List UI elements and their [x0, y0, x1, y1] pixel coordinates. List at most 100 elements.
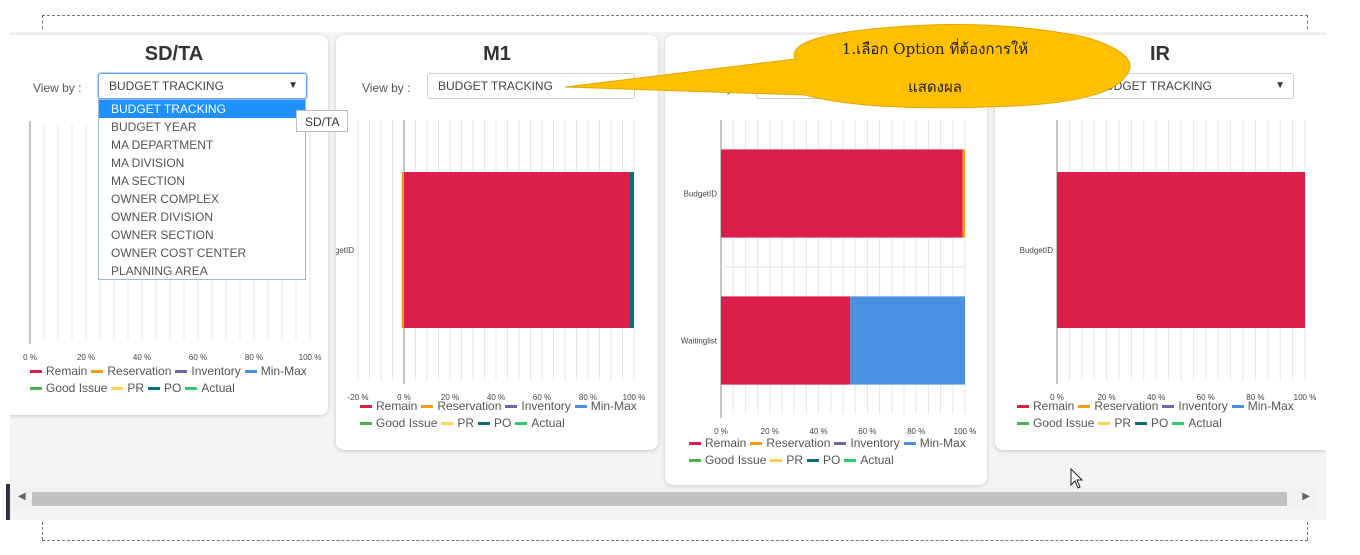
dropdown-option[interactable]: PLANNING AREA — [111, 264, 208, 278]
chart-legend: Remain Reservation Inventory Min-Max Good I… — [30, 363, 311, 397]
legend-item[interactable]: Reservation — [1078, 398, 1158, 415]
legend-item[interactable]: Min-Max — [244, 363, 307, 380]
dropdown-option[interactable]: MA DIVISION — [111, 156, 185, 170]
dropdown-option[interactable]: MA DEPARTMENT — [111, 138, 214, 152]
legend-label: PO — [494, 416, 512, 430]
chevron-down-icon: ▼ — [288, 80, 298, 91]
legend-row1: Remain Reservation Inventory Min-Max — [360, 398, 641, 415]
legend-row1: Remain Reservation Inventory Min-Max — [689, 435, 970, 452]
legend-label: PR — [127, 381, 145, 395]
legend-row2: Good Issue PR PO Actual — [360, 415, 641, 432]
legend-item[interactable]: Actual — [844, 452, 894, 469]
card-title: SD/TA — [144, 43, 204, 65]
dropdown-option[interactable]: OWNER DIVISION — [111, 210, 214, 224]
legend-item[interactable]: Reservation — [91, 363, 171, 380]
card-title: M1 — [483, 43, 511, 65]
legend-label: Actual — [201, 381, 235, 395]
x-tick-label: 100 % — [1294, 393, 1317, 402]
legend-item[interactable]: Inventory — [505, 398, 571, 415]
scroll-left-arrow-icon[interactable]: ◀ — [18, 491, 26, 502]
legend-item[interactable]: PR — [1098, 415, 1131, 432]
viewby-select[interactable]: BUDGET TRACKING ▼ — [98, 73, 307, 99]
legend-item[interactable]: PR — [770, 452, 803, 469]
chart-ir: 0 % 20 % 40 % 60 % 80 % 100 % BudgetID — [1020, 120, 1317, 402]
dropdown-option[interactable]: OWNER SECTION — [111, 228, 214, 242]
horizontal-scrollbar[interactable]: ◀ ▶ — [10, 488, 1316, 510]
legend-item[interactable]: Actual — [1172, 415, 1222, 432]
legend-item[interactable]: Reservation — [750, 435, 830, 452]
scrollbar-thumb[interactable] — [32, 492, 1287, 506]
legend-item[interactable]: Min-Max — [903, 435, 966, 452]
legend-item[interactable]: Inventory — [1162, 398, 1228, 415]
legend-swatch — [478, 422, 491, 426]
x-tick-label: 40 % — [133, 353, 151, 362]
legend-item[interactable]: PR — [111, 380, 144, 397]
legend-item[interactable]: Good Issue — [360, 415, 437, 432]
chart-legend: Remain Reservation Inventory Min-Max Good I… — [360, 398, 641, 432]
dropdown-option[interactable]: OWNER COMPLEX — [111, 192, 220, 206]
dropdown-option[interactable]: OWNER COST CENTER — [111, 246, 247, 260]
x-tick-label: -20 % — [348, 393, 369, 402]
frame-top-border — [42, 15, 1308, 16]
frame-bottom-border — [42, 540, 1308, 541]
legend-swatch — [111, 387, 124, 391]
legend-item[interactable]: Min-Max — [1231, 398, 1294, 415]
legend-label: Good Issue — [705, 453, 767, 467]
scroll-right-arrow-icon[interactable]: ▶ — [1302, 491, 1310, 502]
x-tick-label: 60 % — [1197, 393, 1215, 402]
legend-row1: Remain Reservation Inventory Min-Max — [1017, 398, 1298, 415]
dropdown-option[interactable]: BUDGET TRACKING — [99, 100, 305, 118]
dropdown-option[interactable]: MA SECTION — [111, 174, 186, 188]
legend-row2: Good Issue PR PO Actual — [30, 380, 311, 397]
callout-bubble — [565, 24, 1131, 109]
x-tick-label: 0 % — [23, 353, 37, 362]
legend-swatch — [1162, 405, 1175, 409]
x-tick-label: 80 % — [245, 353, 263, 362]
bar-segment-remain — [1057, 172, 1305, 328]
legend-label: Reservation — [1094, 399, 1159, 413]
legend-label: Inventory — [191, 364, 241, 378]
legend-item[interactable]: Remain — [30, 363, 87, 380]
legend-item[interactable]: Min-Max — [574, 398, 637, 415]
legend-swatch — [1172, 422, 1185, 426]
x-tick-label: 20 % — [761, 427, 779, 436]
legend-item[interactable]: PO — [148, 380, 181, 397]
legend-item[interactable]: Inventory — [175, 363, 241, 380]
legend-item[interactable]: Reservation — [421, 398, 501, 415]
legend-row2: Good Issue PR PO Actual — [689, 452, 970, 469]
viewby-dropdown-list[interactable]: BUDGET TRACKING BUDGET YEAR MA DEPARTMENT M… — [98, 99, 306, 280]
category-label: BudgetID — [684, 190, 718, 199]
dropdown-option[interactable]: BUDGET YEAR — [111, 120, 197, 134]
legend-item[interactable]: Good Issue — [689, 452, 766, 469]
bar-segment-reservation — [962, 149, 965, 238]
legend-swatch — [30, 387, 42, 391]
legend-item[interactable]: Good Issue — [30, 380, 107, 397]
legend-item[interactable]: PO — [1135, 415, 1168, 432]
legend-item[interactable]: Remain — [360, 398, 417, 415]
tooltip: SD/TA — [296, 110, 348, 132]
legend-item[interactable]: Good Issue — [1017, 415, 1094, 432]
legend-item[interactable]: Actual — [515, 415, 565, 432]
legend-swatch — [30, 370, 42, 374]
legend-label: PR — [457, 416, 475, 430]
legend-swatch — [1017, 422, 1029, 426]
x-tick-label: 20 % — [77, 353, 95, 362]
legend-item[interactable]: Remain — [689, 435, 746, 452]
legend-item[interactable]: PR — [441, 415, 474, 432]
legend-item[interactable]: Inventory — [834, 435, 900, 452]
legend-item[interactable]: Remain — [1017, 398, 1074, 415]
legend-item[interactable]: PO — [807, 452, 840, 469]
legend-swatch — [750, 442, 763, 446]
x-tick-label: 20 % — [441, 393, 459, 402]
bar-segment-reservation — [401, 172, 404, 328]
legend-label: Actual — [860, 453, 894, 467]
viewby-label: View by : — [362, 81, 411, 95]
x-tick-label: 60 % — [533, 393, 551, 402]
legend-item[interactable]: Actual — [185, 380, 235, 397]
frame-right-border — [1307, 15, 1308, 29]
viewby-select[interactable]: BUDGET TRACKING ▼ — [1086, 73, 1294, 99]
legend-label: Actual — [531, 416, 565, 430]
legend-item[interactable]: PO — [478, 415, 511, 432]
legend-swatch — [360, 422, 372, 426]
x-tick-label: 100 % — [299, 353, 322, 362]
